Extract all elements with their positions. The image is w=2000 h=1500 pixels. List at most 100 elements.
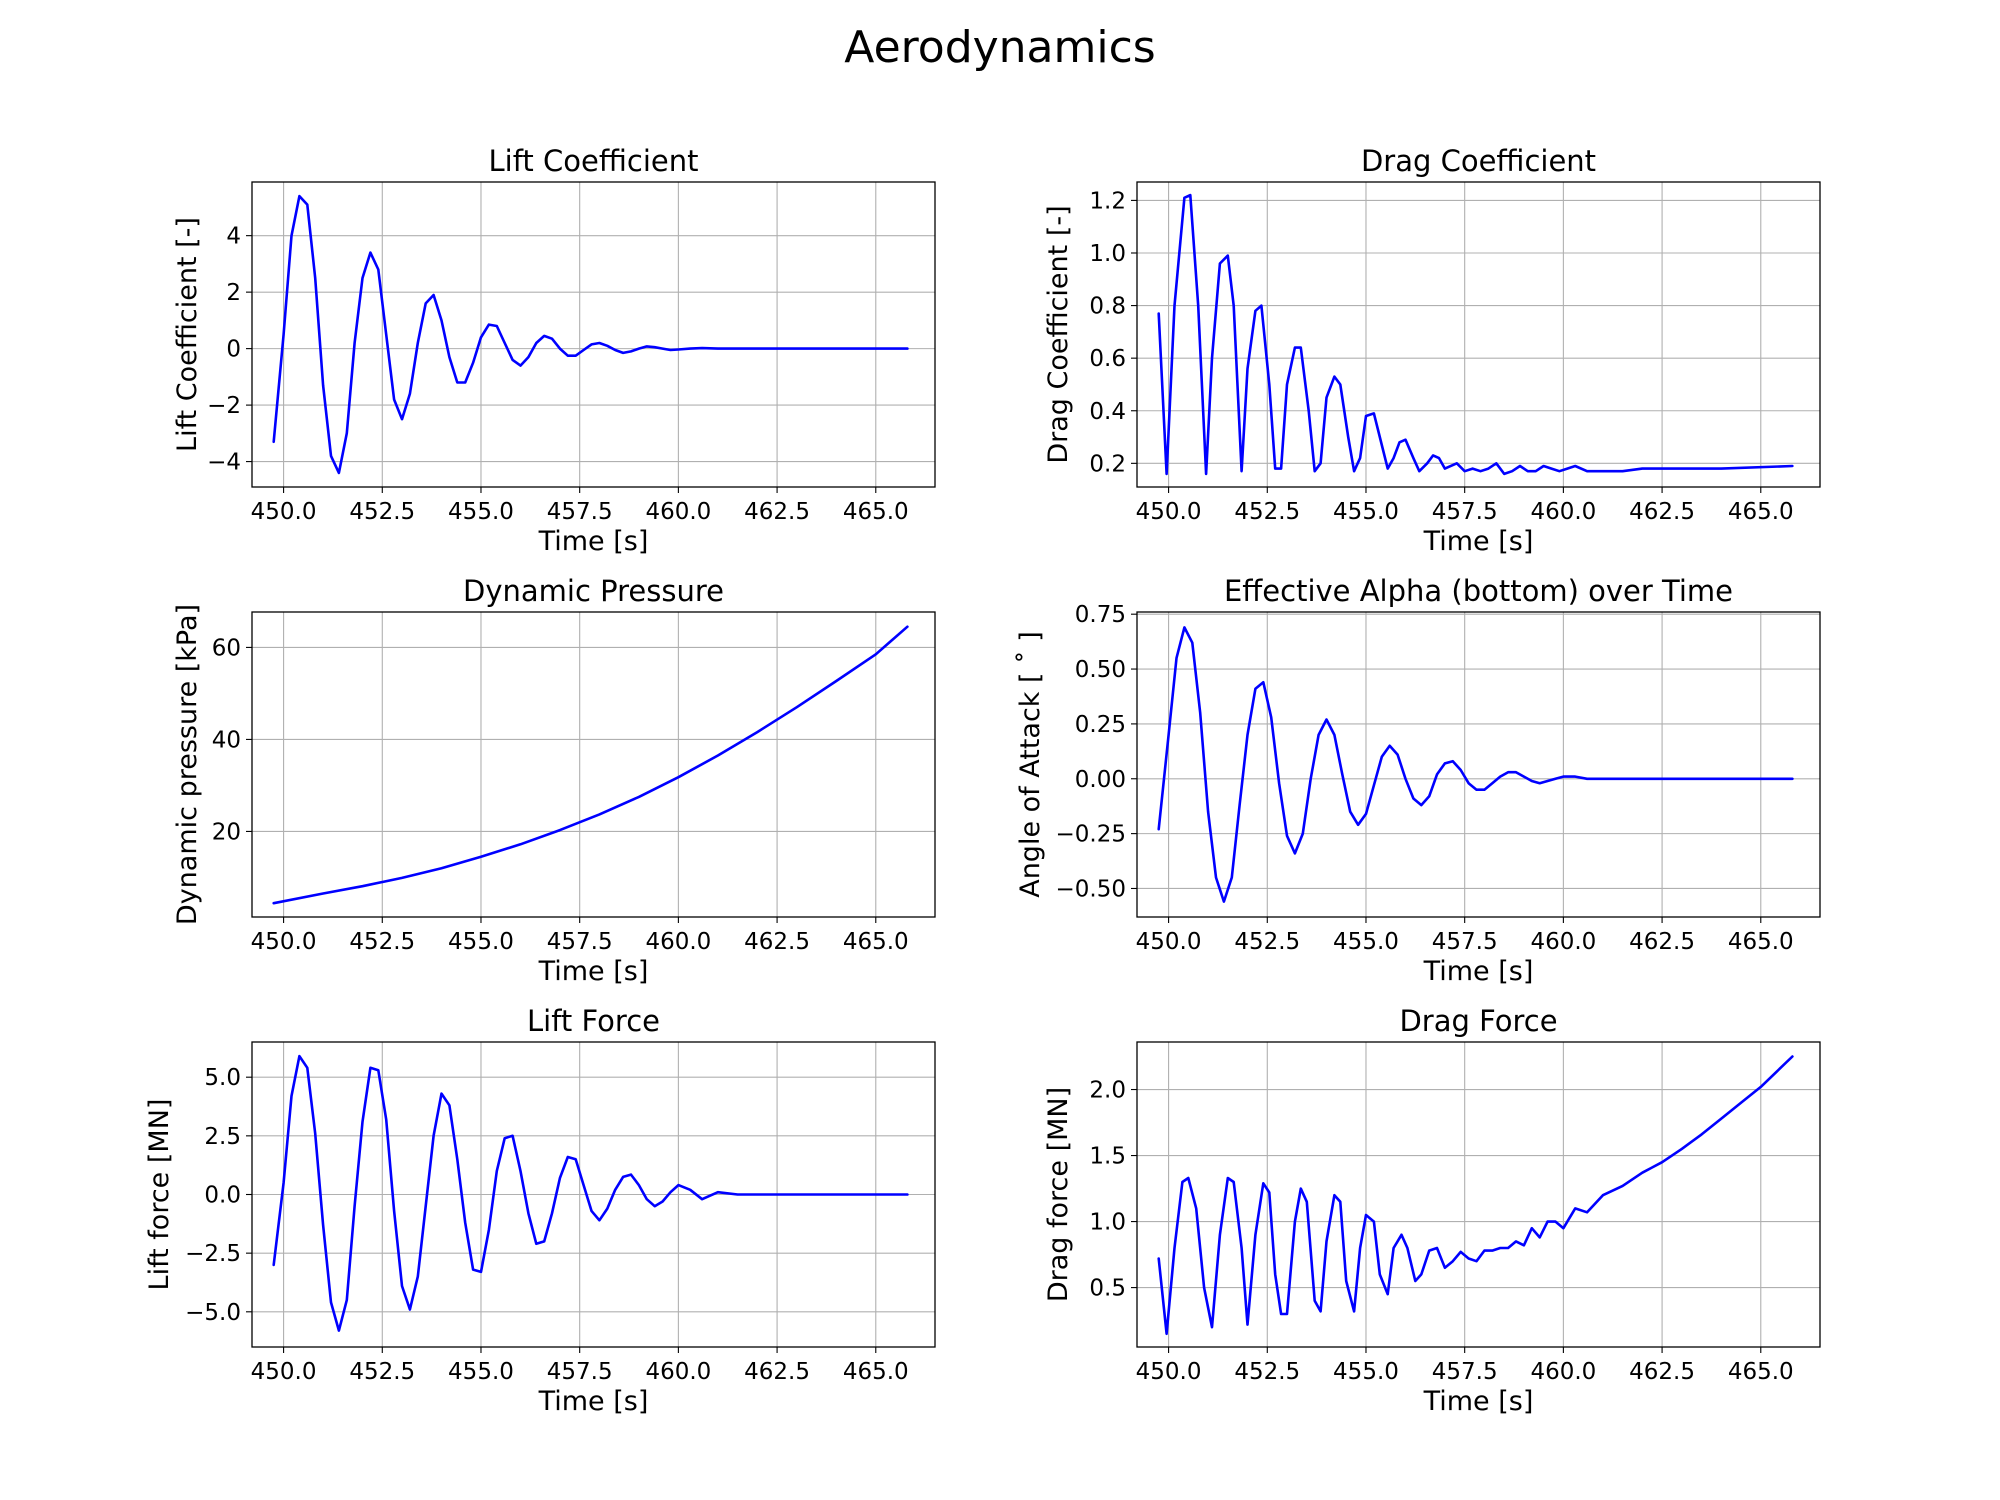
subplot-lift-coefficient: 450.0 452.5 455.0 457.5 460.0 462.5 465.0 −4 −2 0… bbox=[172, 144, 936, 557]
x-tick-label: 450.0 bbox=[251, 929, 317, 955]
figure-title: Aerodynamics bbox=[844, 22, 1155, 73]
x-tick-label: 452.5 bbox=[349, 499, 415, 525]
x-tick-label: 460.0 bbox=[645, 1359, 711, 1385]
x-tick-label: 452.5 bbox=[1234, 1359, 1300, 1385]
x-axis-label: Time [s] bbox=[538, 1386, 649, 1417]
y-tick-label: −0.50 bbox=[1056, 876, 1126, 902]
x-tick-label: 455.0 bbox=[1333, 499, 1399, 525]
y-tick-label: −4 bbox=[207, 450, 241, 476]
subplot-dynamic-pressure: 450.0 452.5 455.0 457.5 460.0 462.5 465.0 20 40 6… bbox=[172, 574, 936, 987]
y-tick-label: 0.6 bbox=[1089, 346, 1126, 372]
x-tick-label: 462.5 bbox=[744, 1359, 810, 1385]
y-tick-label: 0.25 bbox=[1075, 712, 1126, 738]
x-tick-label: 457.5 bbox=[1432, 1359, 1498, 1385]
series-line-0 bbox=[272, 1054, 909, 1332]
x-tick-label: 462.5 bbox=[1629, 499, 1695, 525]
y-tick-label: 2.0 bbox=[1089, 1078, 1126, 1104]
subplot-title: Dynamic Pressure bbox=[463, 574, 724, 608]
x-tick-label: 452.5 bbox=[1234, 499, 1300, 525]
x-axis-label: Time [s] bbox=[538, 526, 649, 557]
x-tick-label: 462.5 bbox=[744, 499, 810, 525]
y-axis-label: Lift Coefficient [-] bbox=[172, 217, 203, 452]
axes-frame bbox=[1136, 181, 1821, 488]
x-tick-label: 462.5 bbox=[1629, 1359, 1695, 1385]
x-tick-label: 457.5 bbox=[1432, 499, 1498, 525]
y-axis-label: Drag force [MN] bbox=[1043, 1087, 1074, 1302]
y-tick-label: 0 bbox=[226, 337, 241, 363]
x-axis-label: Time [s] bbox=[538, 956, 649, 987]
y-tick-label: 40 bbox=[212, 727, 241, 753]
x-tick-label: 460.0 bbox=[645, 929, 711, 955]
x-tick-label: 460.0 bbox=[1530, 929, 1596, 955]
x-tick-label: 457.5 bbox=[547, 929, 613, 955]
x-tick-label: 465.0 bbox=[843, 1359, 909, 1385]
axes-frame bbox=[251, 181, 936, 488]
x-tick-label: 457.5 bbox=[547, 1359, 613, 1385]
series-line-0 bbox=[272, 625, 909, 905]
x-axis-label: Time [s] bbox=[1423, 1386, 1534, 1417]
x-tick-label: 455.0 bbox=[448, 499, 514, 525]
subplot-effective-alpha: 450.0 452.5 455.0 457.5 460.0 462.5 465.0 −0.50… bbox=[1015, 574, 1821, 987]
x-tick-label: 450.0 bbox=[251, 499, 317, 525]
x-axis-label: Time [s] bbox=[1423, 526, 1534, 557]
y-axis-label: Lift force [MN] bbox=[144, 1099, 175, 1291]
x-axis-label: Time [s] bbox=[1423, 956, 1534, 987]
y-tick-label: 2 bbox=[226, 280, 241, 306]
subplot-title: Lift Coefficient bbox=[489, 144, 699, 178]
x-tick-label: 465.0 bbox=[1728, 499, 1794, 525]
y-tick-label: 60 bbox=[212, 635, 241, 661]
x-tick-label: 462.5 bbox=[744, 929, 810, 955]
y-tick-label: 4 bbox=[226, 224, 241, 250]
x-tick-label: 465.0 bbox=[843, 499, 909, 525]
y-tick-label: 5.0 bbox=[204, 1065, 241, 1091]
x-tick-label: 462.5 bbox=[1629, 929, 1695, 955]
y-tick-label: 1.0 bbox=[1089, 1210, 1126, 1236]
y-tick-label: 0.00 bbox=[1075, 767, 1126, 793]
y-tick-label: 0.4 bbox=[1089, 399, 1126, 425]
y-tick-label: 2.5 bbox=[204, 1124, 241, 1150]
y-axis-label: Angle of Attack [ ˚ ] bbox=[1015, 631, 1046, 898]
x-tick-label: 450.0 bbox=[1136, 929, 1202, 955]
y-tick-label: −2.5 bbox=[185, 1241, 241, 1267]
y-tick-label: −0.25 bbox=[1056, 822, 1126, 848]
subplot-drag-coefficient: 450.0 452.5 455.0 457.5 460.0 462.5 465.0 0.2 0.… bbox=[1043, 144, 1821, 557]
axes-frame bbox=[1136, 611, 1821, 918]
axes-frame bbox=[251, 611, 936, 918]
y-tick-label: −5.0 bbox=[185, 1300, 241, 1326]
subplot-drag-force: 450.0 452.5 455.0 457.5 460.0 462.5 465.0 0.5 1.… bbox=[1043, 1004, 1821, 1417]
subplot-title: Lift Force bbox=[527, 1004, 660, 1038]
x-tick-label: 452.5 bbox=[349, 929, 415, 955]
y-tick-label: 1.0 bbox=[1089, 241, 1126, 267]
y-axis-label: Drag Coefficient [-] bbox=[1043, 205, 1074, 463]
y-tick-label: 0.50 bbox=[1075, 657, 1126, 683]
y-tick-label: 20 bbox=[212, 819, 241, 845]
subplot-title: Drag Coefficient bbox=[1361, 144, 1596, 178]
x-tick-label: 455.0 bbox=[1333, 929, 1399, 955]
x-tick-label: 465.0 bbox=[1728, 1359, 1794, 1385]
y-tick-label: 1.5 bbox=[1089, 1144, 1126, 1170]
series-line-0 bbox=[1157, 193, 1794, 476]
y-tick-label: −2 bbox=[207, 393, 241, 419]
x-tick-label: 460.0 bbox=[645, 499, 711, 525]
y-tick-label: 0.5 bbox=[1089, 1276, 1126, 1302]
y-tick-label: 0.2 bbox=[1089, 451, 1126, 477]
axes-frame bbox=[1136, 1041, 1821, 1348]
y-tick-label: 0.8 bbox=[1089, 294, 1126, 320]
x-tick-label: 455.0 bbox=[448, 1359, 514, 1385]
subplot-title: Effective Alpha (bottom) over Time bbox=[1224, 574, 1733, 608]
x-tick-label: 450.0 bbox=[251, 1359, 317, 1385]
series-line-0 bbox=[1157, 1055, 1794, 1336]
y-tick-label: 0.75 bbox=[1075, 602, 1126, 628]
x-tick-label: 465.0 bbox=[1728, 929, 1794, 955]
x-tick-label: 457.5 bbox=[547, 499, 613, 525]
x-tick-label: 465.0 bbox=[843, 929, 909, 955]
y-tick-label: 1.2 bbox=[1089, 188, 1126, 214]
y-axis-label: Dynamic pressure [kPa] bbox=[172, 604, 203, 925]
x-tick-label: 460.0 bbox=[1530, 499, 1596, 525]
subplot-lift-force: 450.0 452.5 455.0 457.5 460.0 462.5 465.0 −5.0 −… bbox=[144, 1004, 936, 1417]
x-tick-label: 460.0 bbox=[1530, 1359, 1596, 1385]
x-tick-label: 455.0 bbox=[1333, 1359, 1399, 1385]
x-tick-label: 452.5 bbox=[349, 1359, 415, 1385]
